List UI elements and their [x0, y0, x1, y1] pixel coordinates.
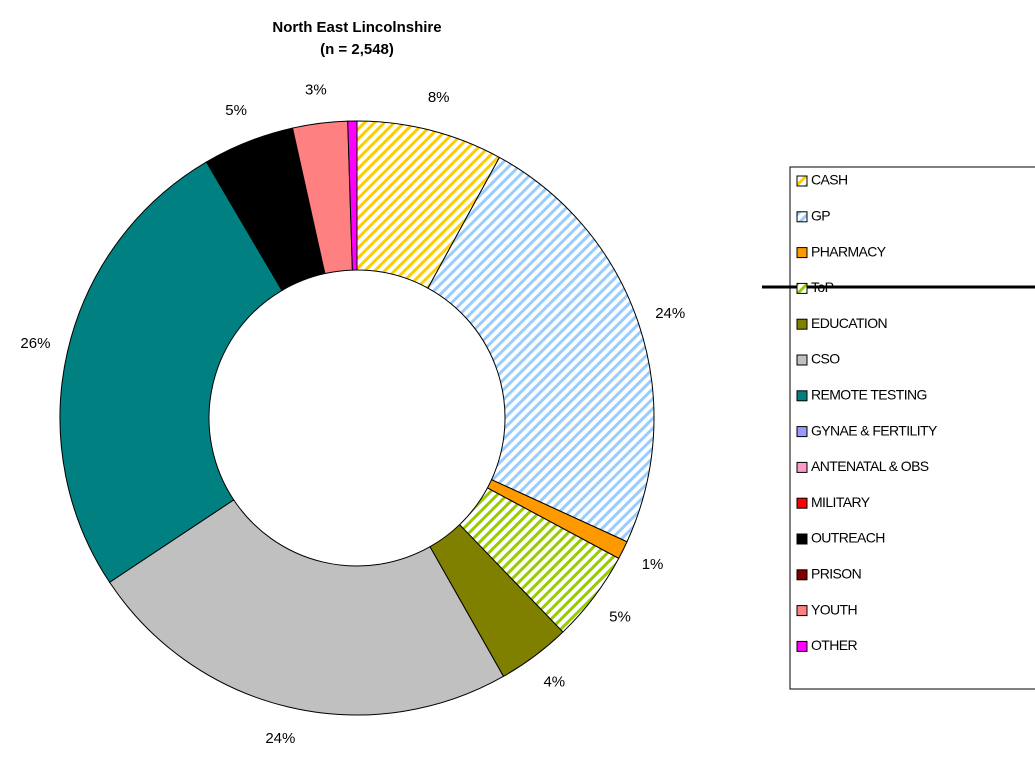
chart-subtitle: (n = 2,548)	[320, 41, 394, 58]
legend-swatch	[796, 497, 808, 509]
data-label: 5%	[609, 608, 631, 625]
legend-swatch	[796, 605, 808, 617]
legend-label: GYNAE & FERTILITY	[811, 422, 938, 438]
legend-swatch	[796, 175, 808, 187]
legend-label: OTHER	[811, 637, 857, 653]
data-label: 1%	[642, 556, 664, 573]
data-label: 8%	[428, 89, 450, 106]
data-label: 4%	[543, 673, 565, 690]
legend-swatch	[796, 390, 808, 402]
legend-label: GP	[811, 208, 830, 224]
donut-slice	[427, 156, 655, 543]
legend-swatch	[796, 461, 808, 473]
data-label: 3%	[305, 82, 327, 99]
data-label: 5%	[225, 102, 247, 119]
legend-swatch	[796, 318, 808, 330]
data-label: 24%	[655, 305, 685, 322]
legend-label: ToP	[811, 279, 834, 295]
donut-slice	[59, 161, 283, 583]
legend-label: ANTENATAL & OBS	[811, 458, 929, 474]
donut-slice	[347, 120, 358, 271]
legend-box	[789, 166, 1035, 690]
legend-label: CSO	[811, 351, 840, 367]
legend-label: MILITARY	[811, 494, 871, 510]
legend-label: REMOTE TESTING	[811, 387, 927, 403]
legend-label: YOUTH	[811, 601, 857, 617]
legend-swatch	[796, 426, 808, 438]
legend-swatch	[796, 533, 808, 545]
chart-title: North East Lincolnshire	[272, 19, 441, 36]
legend-label: PRISON	[811, 566, 861, 582]
legend-label: PHARMACY	[811, 243, 887, 259]
legend-swatch	[796, 354, 808, 366]
legend-label: OUTREACH	[811, 530, 885, 546]
legend-swatch	[796, 569, 808, 581]
legend-label: CASH	[811, 172, 848, 188]
legend-swatch	[796, 211, 808, 223]
donut-slice	[108, 499, 505, 716]
legend-swatch	[796, 282, 808, 294]
legend-label: EDUCATION	[811, 315, 887, 331]
data-label: 24%	[265, 730, 295, 747]
data-label: 26%	[20, 335, 50, 352]
legend-swatch	[796, 640, 808, 652]
legend-swatch	[796, 247, 808, 259]
